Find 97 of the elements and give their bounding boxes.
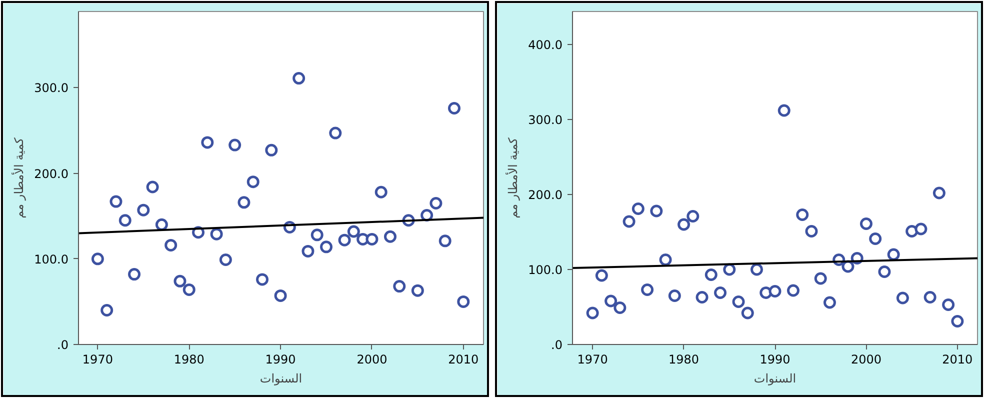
point [210, 228, 223, 240]
point [878, 266, 891, 278]
point [869, 232, 882, 245]
point [411, 284, 424, 297]
point [91, 252, 104, 266]
y-axis-title: كمية الأمطار مم [505, 137, 520, 218]
x-tick-label: 2010 [448, 352, 479, 366]
x-tick-label: 1980 [174, 352, 204, 366]
point [182, 283, 196, 296]
point [110, 195, 122, 208]
point [457, 295, 470, 308]
point [338, 234, 351, 246]
point [320, 240, 333, 254]
point [805, 225, 818, 238]
x-axis-title: السنوات [260, 372, 302, 386]
y-tick-label: 400.0 [528, 38, 563, 52]
point [951, 315, 964, 328]
point [329, 126, 342, 140]
point [696, 291, 708, 304]
point [887, 248, 900, 261]
point [366, 232, 378, 246]
point [201, 136, 214, 149]
point [732, 296, 745, 308]
x-tick-label: 1970 [577, 352, 608, 366]
point [595, 269, 608, 282]
y-tick-label: 200.0 [528, 188, 563, 202]
point [420, 209, 434, 222]
point [659, 254, 672, 266]
x-tick-label: 1980 [668, 352, 700, 366]
x-tick-label: 1990 [760, 352, 790, 366]
point [430, 197, 442, 210]
point [384, 230, 396, 243]
x-tick-label: 1990 [265, 352, 296, 366]
point [393, 280, 406, 293]
point [256, 273, 269, 286]
y-tick-label: 100.0 [34, 252, 69, 266]
point [814, 272, 827, 285]
point [310, 228, 324, 242]
point [146, 180, 159, 194]
y-tick-label: .0 [57, 338, 69, 352]
point [723, 263, 736, 276]
point [100, 304, 114, 316]
x-tick-label: 2000 [356, 352, 388, 366]
point [786, 284, 800, 297]
point [778, 104, 790, 117]
point [174, 274, 186, 288]
point [914, 222, 928, 236]
y-tick-label: 300.0 [528, 113, 563, 127]
point [714, 286, 727, 299]
point [164, 238, 178, 252]
point [274, 289, 287, 302]
point [238, 196, 250, 209]
point [942, 298, 955, 311]
point [448, 102, 460, 114]
point [750, 263, 764, 276]
y-tick-label: 200.0 [34, 166, 69, 181]
point [632, 202, 644, 215]
point [604, 294, 618, 308]
point [686, 210, 700, 222]
point [768, 285, 782, 298]
point [860, 218, 872, 230]
point [641, 284, 654, 296]
point [668, 290, 681, 302]
y-tick-label: 300.0 [34, 81, 69, 96]
x-tick-label: 1970 [82, 352, 113, 366]
point [219, 254, 232, 266]
point [924, 291, 936, 304]
point [374, 186, 388, 198]
point [704, 268, 718, 281]
point [741, 306, 754, 320]
point [137, 204, 150, 216]
x-tick-label: 2010 [942, 352, 973, 366]
y-tick-label: 100.0 [528, 263, 563, 277]
point [128, 268, 141, 281]
point [842, 260, 854, 273]
point [347, 225, 360, 238]
point [438, 234, 452, 248]
y-tick-label: .0 [551, 338, 563, 352]
point [622, 215, 636, 228]
point [678, 218, 690, 231]
point [586, 306, 599, 320]
x-axis-title: السنوات [754, 372, 796, 386]
point [650, 204, 663, 218]
point [796, 208, 809, 221]
point [302, 244, 314, 258]
point [118, 214, 132, 227]
point [292, 72, 306, 85]
y-axis-title: كمية الأمطار مم [11, 137, 26, 218]
point [228, 138, 242, 152]
point [246, 176, 260, 188]
point [932, 186, 946, 200]
point [614, 302, 626, 314]
x-tick-label: 2000 [850, 352, 882, 366]
point [896, 292, 909, 304]
point [265, 144, 278, 156]
point [155, 218, 168, 231]
point [823, 296, 836, 309]
